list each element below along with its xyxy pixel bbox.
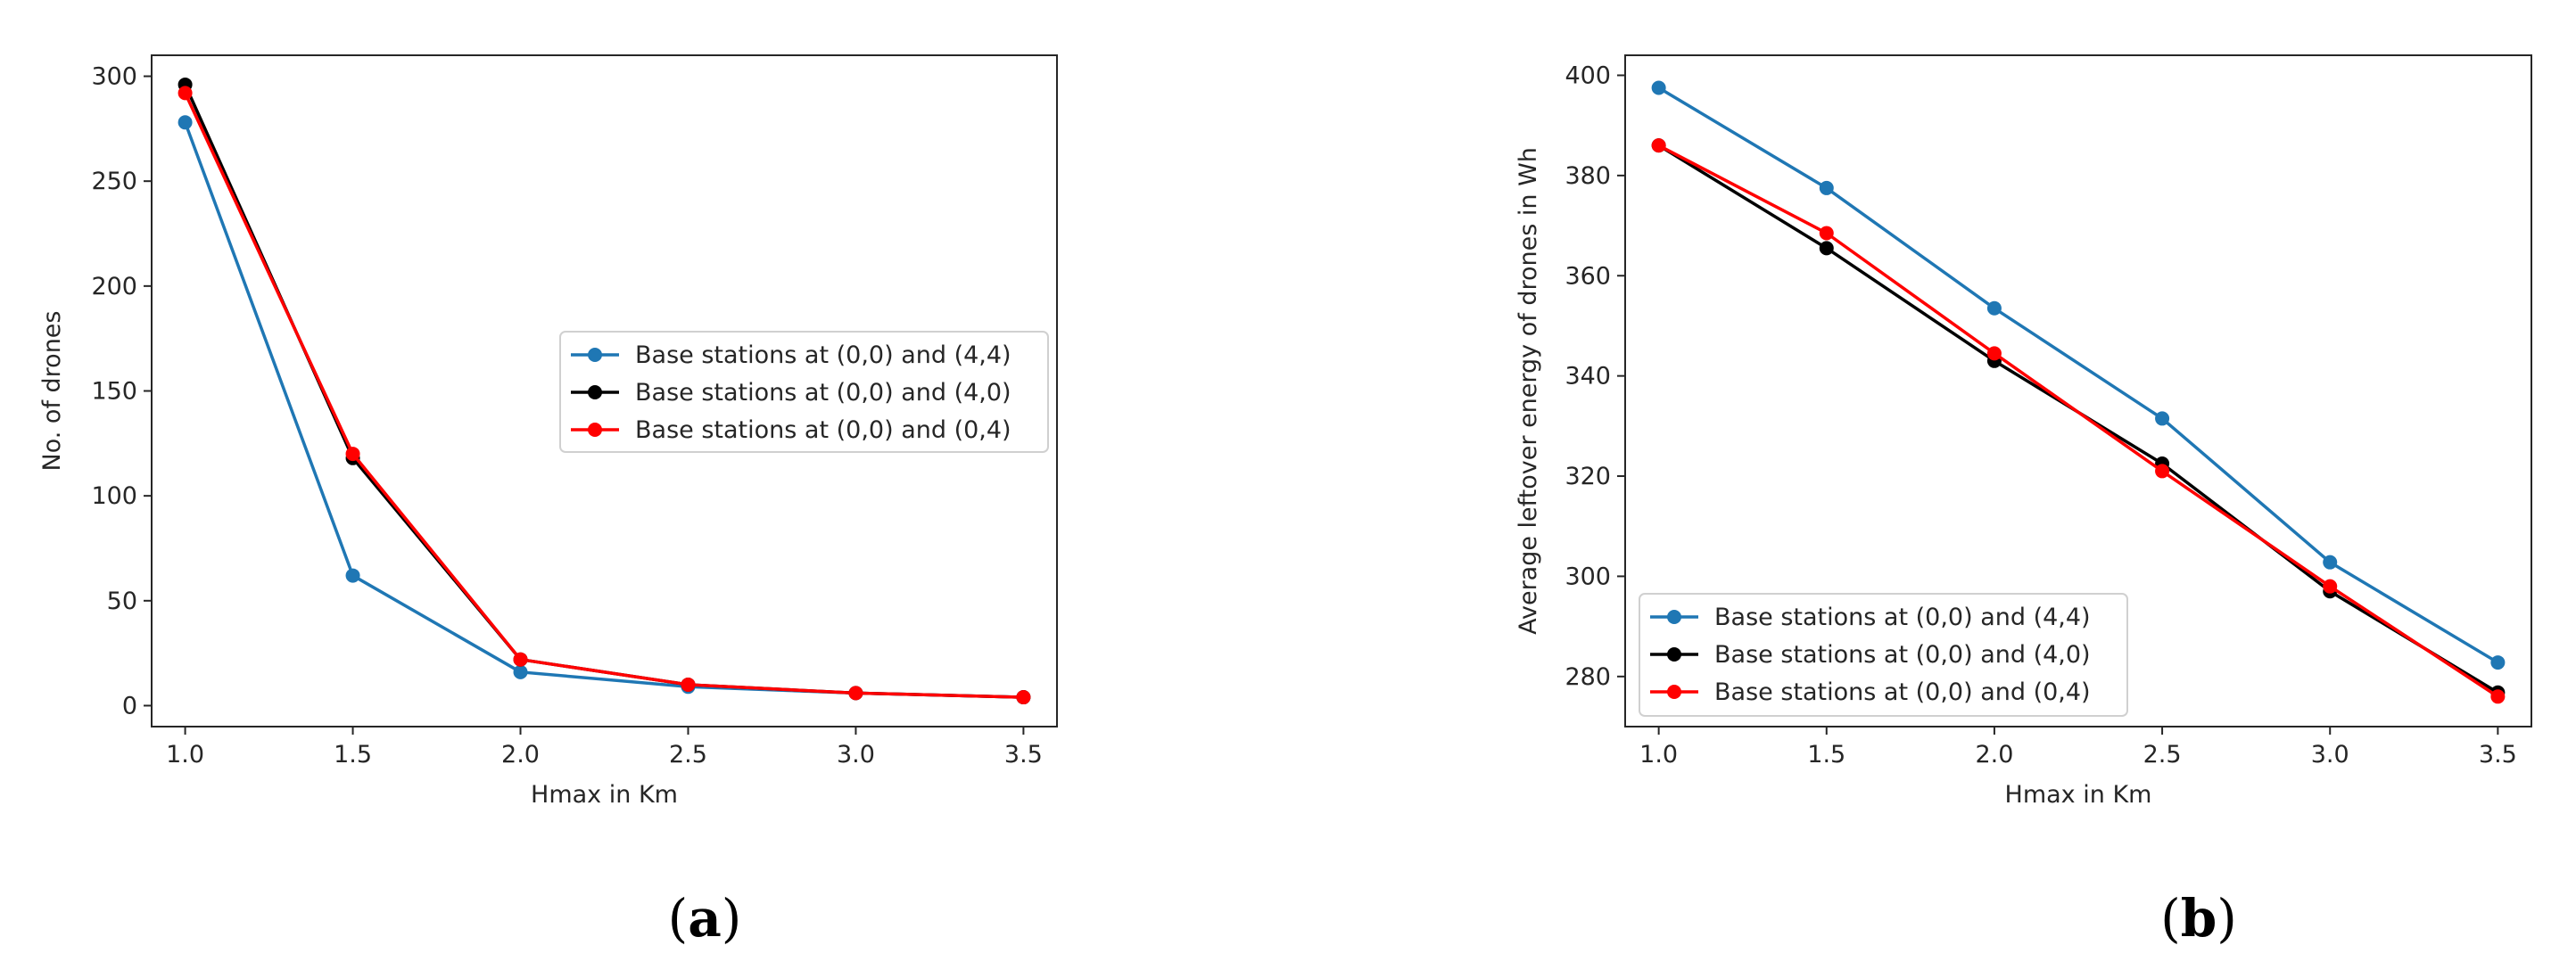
data-point-series-1 bbox=[2323, 555, 2338, 570]
data-point-series-3 bbox=[345, 447, 360, 462]
data-point-series-2 bbox=[1819, 241, 1834, 256]
x-tick-label: 3.0 bbox=[2311, 741, 2349, 769]
y-tick-label: 100 bbox=[91, 482, 137, 510]
legend-entry: Base stations at (0,0) and (4,4) bbox=[1714, 604, 2091, 631]
y-tick-label: 320 bbox=[1565, 463, 1611, 490]
legend-entry: Base stations at (0,0) and (4,0) bbox=[1714, 641, 2091, 669]
x-tick-label: 2.5 bbox=[2143, 741, 2182, 769]
caption-letter: b bbox=[2181, 888, 2217, 949]
figure-caption: (b) bbox=[2160, 888, 2237, 949]
legend-swatch-marker bbox=[1667, 647, 1681, 662]
data-point-series-1 bbox=[178, 115, 193, 130]
x-tick-label: 3.5 bbox=[2479, 741, 2517, 769]
y-tick-label: 380 bbox=[1565, 162, 1611, 190]
x-tick-label: 2.0 bbox=[1975, 741, 2013, 769]
chart-b: 1.0 1.5 2.0 2.5 3.0 3.5 280 300 320 340 360 380 400 H… bbox=[1515, 54, 2532, 949]
y-tick-label: 200 bbox=[91, 273, 137, 300]
legend-swatch-marker bbox=[588, 385, 602, 399]
legend-swatch-marker bbox=[588, 348, 602, 362]
chart-a: 1.0 1.5 2.0 2.5 3.0 3.5 0 50 100 150 200 250 300 Hmax… bbox=[38, 54, 1058, 949]
y-tick-label: 0 bbox=[122, 692, 137, 719]
plot-frame bbox=[1624, 54, 2532, 728]
data-point-series-3 bbox=[1986, 346, 2002, 361]
caption-open: ( bbox=[2160, 888, 2181, 949]
legend-entry: Base stations at (0,0) and (0,4) bbox=[635, 416, 1011, 444]
legend-box bbox=[1639, 593, 2128, 717]
x-tick-label: 1.5 bbox=[1807, 741, 1845, 769]
y-tick-label: 280 bbox=[1565, 663, 1611, 691]
data-point-series-3 bbox=[1651, 138, 1666, 153]
caption-close: ) bbox=[722, 888, 742, 949]
x-axis-label: Hmax in Km bbox=[531, 781, 678, 809]
data-point-series-3 bbox=[513, 652, 528, 667]
data-point-series-1 bbox=[2155, 411, 2170, 426]
y-tick-label: 50 bbox=[107, 588, 137, 615]
data-point-series-3 bbox=[2490, 689, 2506, 704]
legend-swatch-marker bbox=[1667, 685, 1681, 699]
data-point-series-3 bbox=[1819, 226, 1834, 241]
data-point-series-3 bbox=[2323, 579, 2338, 594]
y-tick-label: 360 bbox=[1565, 262, 1611, 290]
x-tick-label: 1.5 bbox=[334, 741, 372, 769]
data-point-series-3 bbox=[178, 86, 193, 101]
series-line-1 bbox=[1657, 86, 2499, 664]
data-point-series-3 bbox=[681, 677, 696, 692]
data-point-series-1 bbox=[2490, 655, 2506, 670]
y-axis-label: No. of drones bbox=[38, 311, 66, 472]
y-tick-label: 250 bbox=[91, 168, 137, 195]
y-tick-label: 150 bbox=[91, 378, 137, 406]
data-point-series-3 bbox=[1016, 690, 1031, 705]
legend-entry: Base stations at (0,0) and (4,4) bbox=[635, 341, 1011, 369]
x-tick-label: 2.0 bbox=[501, 741, 540, 769]
y-axis-label: Average leftover energy of drones in Wh bbox=[1515, 147, 1542, 635]
series-line-3 bbox=[1657, 144, 2499, 698]
caption-close: ) bbox=[2217, 888, 2237, 949]
data-point-series-1 bbox=[513, 664, 528, 679]
legend-swatch-marker bbox=[1667, 610, 1681, 624]
data-point-series-1 bbox=[1986, 300, 2002, 316]
x-axis-label: Hmax in Km bbox=[2005, 781, 2152, 809]
series-line-3 bbox=[184, 92, 1024, 699]
data-point-series-3 bbox=[2155, 464, 2170, 479]
x-tick-label: 2.5 bbox=[669, 741, 707, 769]
legend-box bbox=[559, 331, 1049, 453]
x-tick-label: 3.5 bbox=[1004, 741, 1043, 769]
y-tick-label: 400 bbox=[1565, 62, 1611, 89]
data-point-series-1 bbox=[345, 568, 360, 583]
x-tick-label: 1.0 bbox=[1639, 741, 1678, 769]
x-tick-label: 1.0 bbox=[166, 741, 204, 769]
caption-open: ( bbox=[668, 888, 689, 949]
y-tick-label: 300 bbox=[91, 63, 137, 91]
y-tick-label: 340 bbox=[1565, 363, 1611, 390]
y-tick-label: 300 bbox=[1565, 563, 1611, 590]
data-point-series-1 bbox=[1651, 80, 1666, 95]
data-point-series-3 bbox=[848, 686, 863, 701]
x-tick-label: 3.0 bbox=[837, 741, 875, 769]
caption-letter: a bbox=[688, 888, 722, 949]
data-point-series-1 bbox=[1819, 180, 1834, 195]
legend-swatch-marker bbox=[588, 423, 602, 437]
legend-entry: Base stations at (0,0) and (4,0) bbox=[635, 379, 1011, 407]
figure-caption: (a) bbox=[668, 888, 742, 949]
legend-entry: Base stations at (0,0) and (0,4) bbox=[1714, 678, 2091, 706]
